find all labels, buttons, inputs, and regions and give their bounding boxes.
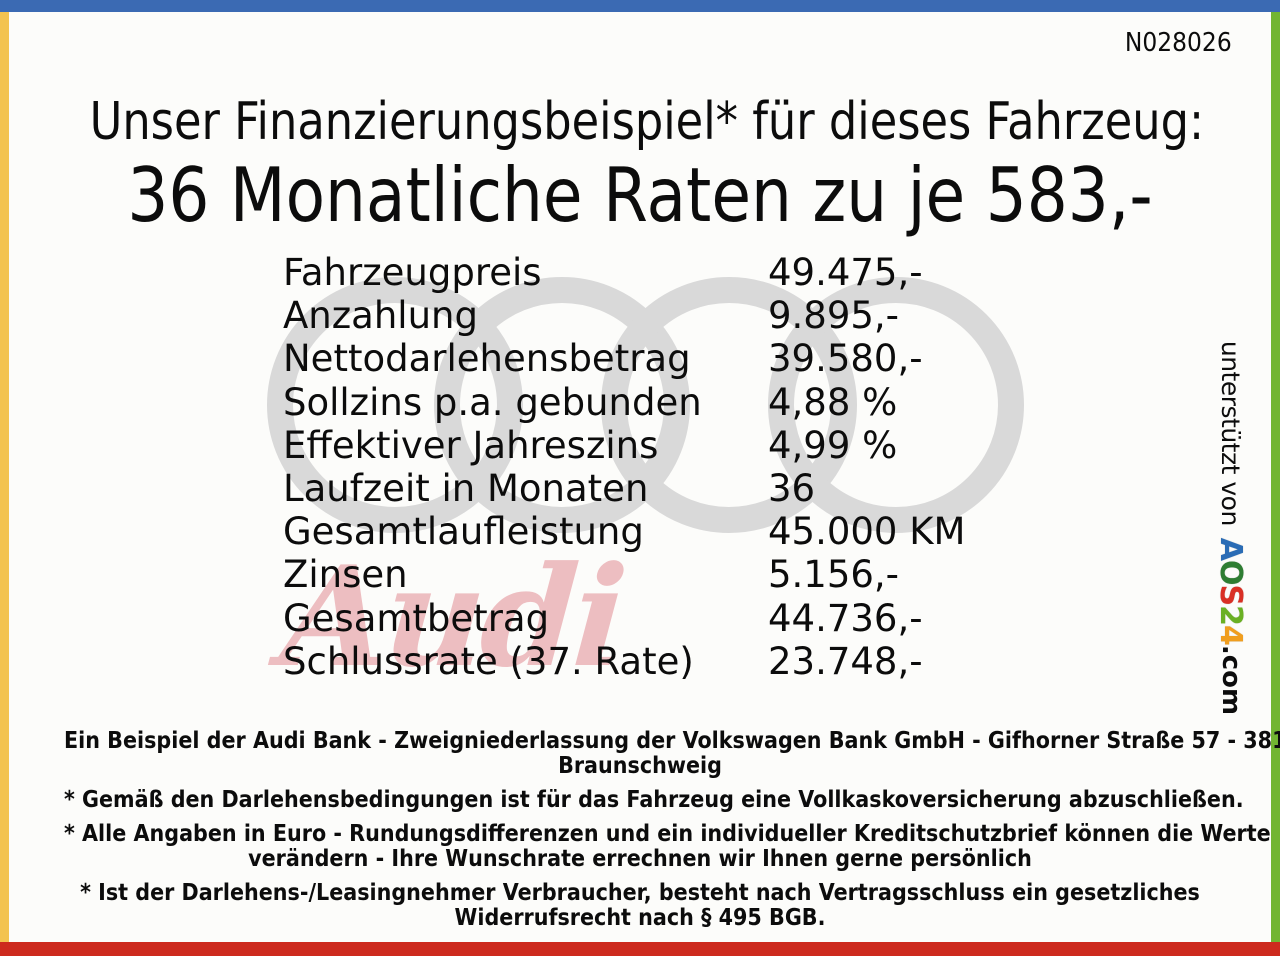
footer-euro-note: * Alle Angaben in Euro - Rundungsdiffere…: [64, 821, 1271, 872]
support-credit-vertical: unterstützt von AOS24 .com: [1211, 341, 1251, 715]
footer-withdrawal-note: * Ist der Darlehens-/Leasingnehmer Verbr…: [64, 881, 1216, 931]
table-row: Gesamtbetrag 44.736,-: [283, 597, 965, 640]
row-label: Laufzeit in Monaten: [283, 467, 649, 511]
row-value: 45.000 KM: [768, 510, 966, 554]
audi-ring-circle: [768, 277, 1024, 533]
row-value: 5.156,-: [768, 553, 900, 597]
footer-line: * Gemäß den Darlehensbedingungen ist für…: [64, 787, 1244, 813]
row-value: 4,88 %: [768, 380, 898, 424]
row-value: 39.580,-: [768, 337, 923, 381]
row-value: 23.748,-: [768, 639, 923, 683]
row-value: 9.895,-: [768, 294, 900, 338]
table-row: Zinsen 5.156,-: [283, 553, 965, 596]
row-label: Anzahlung: [283, 294, 478, 338]
table-row: Nettodarlehensbetrag 39.580,-: [283, 337, 965, 380]
table-row: Laufzeit in Monaten 36: [283, 467, 965, 510]
table-row: Fahrzeugpreis 49.475,-: [283, 251, 965, 294]
footer-line: Braunschweig: [558, 753, 722, 779]
audi-ring-circle: [434, 277, 690, 533]
table-row: Effektiver Jahreszins 4,99 %: [283, 424, 965, 467]
row-label: Nettodarlehensbetrag: [283, 337, 691, 381]
footer-line: Widerrufsrecht nach § 495 BGB.: [454, 905, 826, 931]
aos24-logo-letter: 4: [1213, 625, 1249, 645]
offer-number: N028026: [1125, 28, 1232, 58]
table-row: Schlussrate (37. Rate) 23.748,-: [283, 640, 965, 683]
aos24-logo-letter: S: [1213, 584, 1249, 606]
row-label: Gesamtlaufleistung: [283, 510, 644, 554]
top-accent-bar: [0, 0, 1280, 12]
aos24-logo-letter: A: [1213, 537, 1249, 561]
table-row: Anzahlung 9.895,-: [283, 294, 965, 337]
footer-line: Ein Beispiel der Audi Bank - Zweignieder…: [64, 728, 1280, 754]
row-label: Zinsen: [283, 553, 408, 597]
footer-line: * Alle Angaben in Euro - Rundungsdiffere…: [64, 821, 1271, 847]
footer-bank-address: Ein Beispiel der Audi Bank - Zweignieder…: [64, 728, 1280, 779]
row-label: Sollzins p.a. gebunden: [283, 380, 702, 424]
audi-ring-circle: [267, 277, 523, 533]
page-title: Unser Finanzierungsbeispiel* für dieses …: [89, 92, 1205, 152]
row-label: Fahrzeugpreis: [283, 251, 542, 294]
right-accent-bar: [1271, 12, 1280, 942]
bottom-accent-bar: [0, 942, 1280, 956]
left-accent-bar: [0, 12, 9, 942]
table-row: Sollzins p.a. gebunden 4,88 %: [283, 381, 965, 424]
aos24-logo-letter: O: [1213, 560, 1249, 585]
aos24-domain-suffix: .com: [1216, 644, 1246, 716]
page-subtitle-rate: 36 Monatliche Raten zu je 583,-: [127, 151, 1153, 239]
row-value: 49.475,-: [768, 251, 923, 294]
row-label: Effektiver Jahreszins: [283, 423, 659, 467]
aos24-logo: AOS24: [1214, 538, 1249, 645]
footer-line: verändern - Ihre Wunschrate errechnen wi…: [248, 846, 1032, 872]
row-value: 4,99 %: [768, 423, 898, 467]
audi-rings-icon: [267, 277, 1024, 533]
table-row: Gesamtlaufleistung 45.000 KM: [283, 510, 965, 553]
aos24-logo-letter: 2: [1213, 605, 1249, 626]
row-value: 36: [768, 467, 816, 511]
row-label: Schlussrate (37. Rate): [283, 639, 694, 683]
finance-table: Fahrzeugpreis 49.475,- Anzahlung 9.895,-…: [283, 251, 965, 683]
audi-ring-circle: [601, 277, 857, 533]
row-label: Gesamtbetrag: [283, 596, 550, 640]
row-value: 44.736,-: [768, 596, 923, 640]
legal-footer: Ein Beispiel der Audi Bank - Zweignieder…: [64, 728, 1280, 940]
footer-line: * Ist der Darlehens-/Leasingnehmer Verbr…: [80, 880, 1200, 906]
footer-insurance-note: * Gemäß den Darlehensbedingungen ist für…: [64, 787, 1244, 813]
support-credit-text: unterstützt von: [1216, 340, 1246, 526]
